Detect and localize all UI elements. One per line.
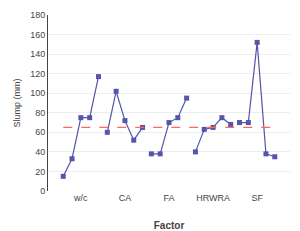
svg-text:Factor: Factor [154, 220, 185, 231]
svg-text:180: 180 [30, 10, 45, 20]
svg-text:FA: FA [163, 193, 174, 203]
svg-text:Slump (mm): Slump (mm) [12, 78, 22, 127]
svg-text:HRWRA: HRWRA [196, 193, 230, 203]
svg-text:20: 20 [35, 167, 45, 177]
svg-text:140: 140 [30, 49, 45, 59]
svg-text:SF: SF [251, 193, 263, 203]
svg-text:CA: CA [119, 193, 132, 203]
svg-text:60: 60 [35, 127, 45, 137]
svg-text:80: 80 [35, 108, 45, 118]
svg-text:120: 120 [30, 69, 45, 79]
svg-text:100: 100 [30, 88, 45, 98]
svg-text:40: 40 [35, 147, 45, 157]
svg-text:160: 160 [30, 30, 45, 40]
svg-text:w/c: w/c [73, 193, 88, 203]
svg-text:0: 0 [40, 186, 45, 196]
